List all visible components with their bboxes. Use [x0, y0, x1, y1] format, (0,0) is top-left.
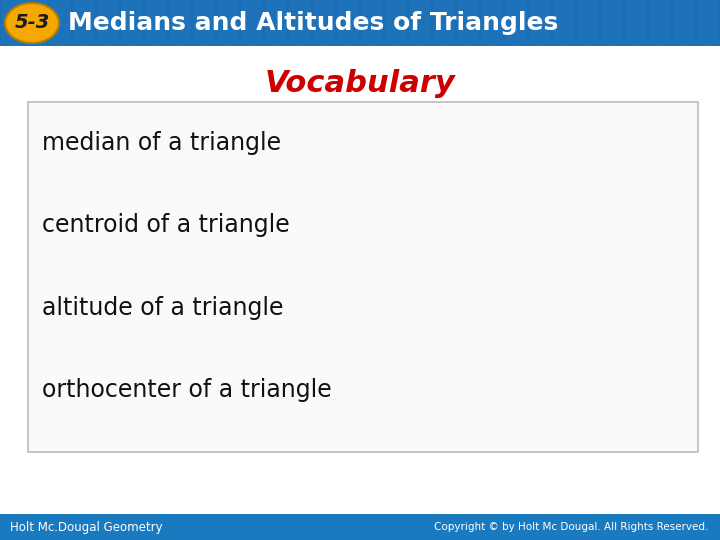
Text: median of a triangle: median of a triangle [42, 131, 281, 155]
Bar [672, 0, 695, 22]
Bar [312, 23, 335, 45]
Bar [696, 23, 719, 45]
Text: orthocenter of a triangle: orthocenter of a triangle [42, 379, 332, 402]
Bar [361, 23, 383, 45]
Bar [577, 23, 599, 45]
Bar [528, 0, 551, 22]
Bar [312, 0, 335, 22]
Bar [649, 23, 671, 45]
Bar [264, 23, 287, 45]
Bar [600, 23, 623, 45]
Bar [96, 23, 119, 45]
Bar [505, 0, 527, 22]
Bar [384, 0, 407, 22]
Bar [624, 23, 647, 45]
Text: Holt Mc.Dougal Geometry: Holt Mc.Dougal Geometry [10, 521, 163, 534]
Bar [96, 0, 119, 22]
Text: Copyright © by Holt Mc Dougal. All Rights Reserved.: Copyright © by Holt Mc Dougal. All Right… [433, 522, 708, 532]
Bar [384, 23, 407, 45]
Bar [0, 46, 720, 514]
Bar [289, 0, 311, 22]
Text: altitude of a triangle: altitude of a triangle [42, 296, 284, 320]
Bar [336, 23, 359, 45]
Ellipse shape [5, 3, 59, 43]
Bar [145, 0, 167, 22]
Bar [456, 0, 479, 22]
Bar [73, 0, 95, 22]
Bar [24, 0, 47, 22]
Bar [505, 23, 527, 45]
Bar [264, 0, 287, 22]
Bar [168, 0, 191, 22]
Bar [120, 23, 143, 45]
Bar [649, 0, 671, 22]
Bar [1, 0, 23, 22]
Bar [624, 0, 647, 22]
Text: Vocabulary: Vocabulary [265, 70, 455, 98]
Bar [240, 23, 263, 45]
Bar [433, 23, 455, 45]
Bar [577, 0, 599, 22]
Bar [433, 0, 455, 22]
Bar [217, 23, 239, 45]
Text: centroid of a triangle: centroid of a triangle [42, 213, 289, 238]
Bar [456, 23, 479, 45]
Text: Medians and Altitudes of Triangles: Medians and Altitudes of Triangles [68, 11, 558, 35]
Bar [0, 0, 720, 46]
Bar [192, 23, 215, 45]
FancyBboxPatch shape [28, 102, 698, 452]
Bar [480, 23, 503, 45]
Bar [552, 23, 575, 45]
Bar [361, 0, 383, 22]
Bar [528, 23, 551, 45]
Bar [120, 0, 143, 22]
Bar [672, 23, 695, 45]
Bar [73, 23, 95, 45]
Bar [336, 0, 359, 22]
Bar [696, 0, 719, 22]
Bar [145, 23, 167, 45]
Bar [48, 0, 71, 22]
Bar [192, 0, 215, 22]
Bar [48, 23, 71, 45]
Bar [1, 23, 23, 45]
Bar [408, 23, 431, 45]
Bar [289, 23, 311, 45]
Bar [480, 0, 503, 22]
Bar [240, 0, 263, 22]
Bar [168, 23, 191, 45]
Bar [24, 23, 47, 45]
Text: 5-3: 5-3 [14, 14, 50, 32]
Bar [600, 0, 623, 22]
Bar [408, 0, 431, 22]
Bar [0, 514, 720, 540]
Bar [217, 0, 239, 22]
Bar [552, 0, 575, 22]
